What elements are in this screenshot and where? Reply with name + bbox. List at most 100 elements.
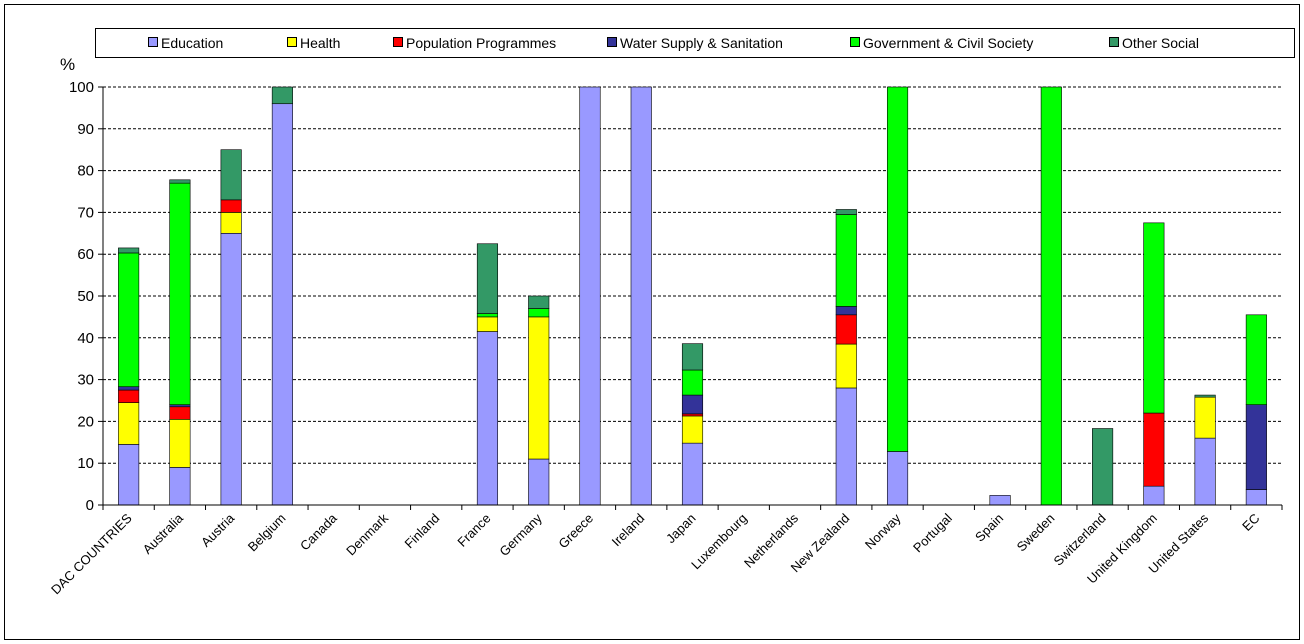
bar-segment [1040, 86, 1062, 506]
y-tick-label: 10 [77, 455, 94, 472]
bar-segment [271, 103, 293, 506]
bar-segment [1143, 412, 1165, 487]
bar-segment [476, 243, 499, 314]
bar-segment [169, 179, 191, 184]
bar-segment [1092, 428, 1114, 506]
x-tick-label: Sweden [1014, 511, 1058, 555]
legend-label-government-civil-society: Government & Civil Society [863, 35, 1034, 51]
legend-swatch-health [287, 37, 297, 47]
bar-segment [528, 295, 550, 309]
bar-segment [1245, 404, 1267, 490]
bar-segment [220, 233, 242, 506]
x-tick-label: Japan [663, 511, 699, 547]
bar-segment [118, 389, 140, 403]
bar-segment [476, 331, 499, 506]
legend-swatch-government-civil-society [850, 37, 860, 47]
bar-segment [220, 212, 242, 234]
legend-item-other-social: Other Social [1109, 36, 1199, 50]
bar-segment [528, 316, 550, 460]
x-tick-label: EC [1239, 511, 1262, 534]
bar-segment [681, 369, 704, 396]
y-tick-label: 40 [77, 330, 94, 347]
legend-swatch-water-supply-sanitation [607, 37, 617, 47]
legend-swatch-education [148, 37, 158, 47]
x-tick-label: Spain [972, 511, 1006, 545]
bar-segment [989, 495, 1011, 506]
x-tick-label: Luxembourg [688, 511, 750, 573]
y-tick-label: 80 [77, 163, 94, 180]
x-tick-label: Austria [198, 510, 238, 550]
bar-segment [169, 404, 191, 408]
bar-segment [220, 199, 242, 213]
legend-label-health: Health [300, 35, 341, 51]
bar-segment [579, 86, 601, 506]
x-tick-label: Ireland [609, 511, 648, 550]
legend-item-government-civil-society: Government & Civil Society [850, 36, 1033, 50]
bar-segment [476, 313, 499, 318]
bar-segment [886, 86, 909, 452]
x-tick-label: Norway [862, 510, 904, 552]
bars [118, 86, 1267, 506]
legend-swatch-population-programmes [393, 37, 403, 47]
x-tick-label: Germany [496, 510, 545, 559]
bar-segment [1245, 489, 1267, 506]
legend-label-education: Education [161, 35, 224, 51]
bar-segment [118, 247, 140, 254]
y-tick-label: 50 [77, 288, 94, 305]
y-tick-label: 100 [69, 79, 94, 96]
chart-legend: Education Health Population Programmes W… [95, 28, 1295, 58]
bar-segment [835, 209, 857, 215]
x-tick-label: Belgium [245, 511, 289, 555]
bar-segment [118, 402, 140, 445]
bar-segment [835, 306, 857, 316]
y-tick-label: 70 [77, 204, 94, 221]
bar-segment [1245, 314, 1267, 405]
bar-segment [169, 406, 191, 420]
axes [98, 86, 1283, 510]
bar-segment [1194, 394, 1216, 398]
legend-item-population-programmes: Population Programmes [393, 36, 556, 50]
bar-segment [1143, 485, 1165, 506]
bar-segment [835, 314, 857, 345]
bar-segment [118, 386, 140, 391]
bar-segment [528, 458, 550, 506]
bar-segment [118, 252, 140, 388]
bar-segment [886, 451, 909, 506]
y-tick-label: 20 [77, 413, 94, 430]
bar-segment [169, 467, 191, 506]
x-tick-label: Australia [140, 510, 187, 557]
y-tick-label: 0 [86, 497, 94, 514]
bar-segment [1143, 222, 1165, 414]
y-tick-label: 60 [77, 246, 94, 263]
y-tick-label: 30 [77, 372, 94, 389]
x-tick-label: France [454, 511, 493, 550]
grid-lines [103, 86, 1282, 464]
x-tick-label: DAC COUNTRIES [48, 510, 135, 597]
y-tick-labels: 0 10 20 30 40 50 60 70 80 90 100 [69, 79, 94, 514]
legend-item-health: Health [287, 36, 340, 50]
x-tick-labels: DAC COUNTRIES Australia Austria Belgium Cana… [48, 510, 1262, 597]
bar-segment [681, 415, 704, 444]
bar-segment [528, 308, 550, 318]
bar-segment [1194, 396, 1216, 439]
legend-item-water-supply-sanitation: Water Supply & Sanitation [607, 36, 783, 50]
bar-segment [835, 387, 857, 506]
x-tick-label: Greece [555, 511, 596, 552]
y-tick-label: 90 [77, 121, 94, 138]
bar-segment [118, 444, 140, 506]
legend-item-education: Education [148, 36, 223, 50]
chart-frame [4, 4, 1300, 640]
bar-segment [835, 214, 857, 307]
y-axis-unit-label: % [60, 55, 75, 74]
x-tick-label: Canada [297, 510, 340, 553]
bar-segment [835, 343, 857, 389]
bar-segment [630, 86, 652, 506]
legend-label-population-programmes: Population Programmes [406, 35, 557, 51]
bar-segment [681, 413, 704, 417]
legend-label-water-supply-sanitation: Water Supply & Sanitation [620, 35, 783, 51]
legend-swatch-other-social [1109, 37, 1119, 47]
x-tick-label: Portugal [910, 510, 955, 555]
bar-segment [1194, 437, 1216, 506]
bar-segment [681, 343, 704, 371]
